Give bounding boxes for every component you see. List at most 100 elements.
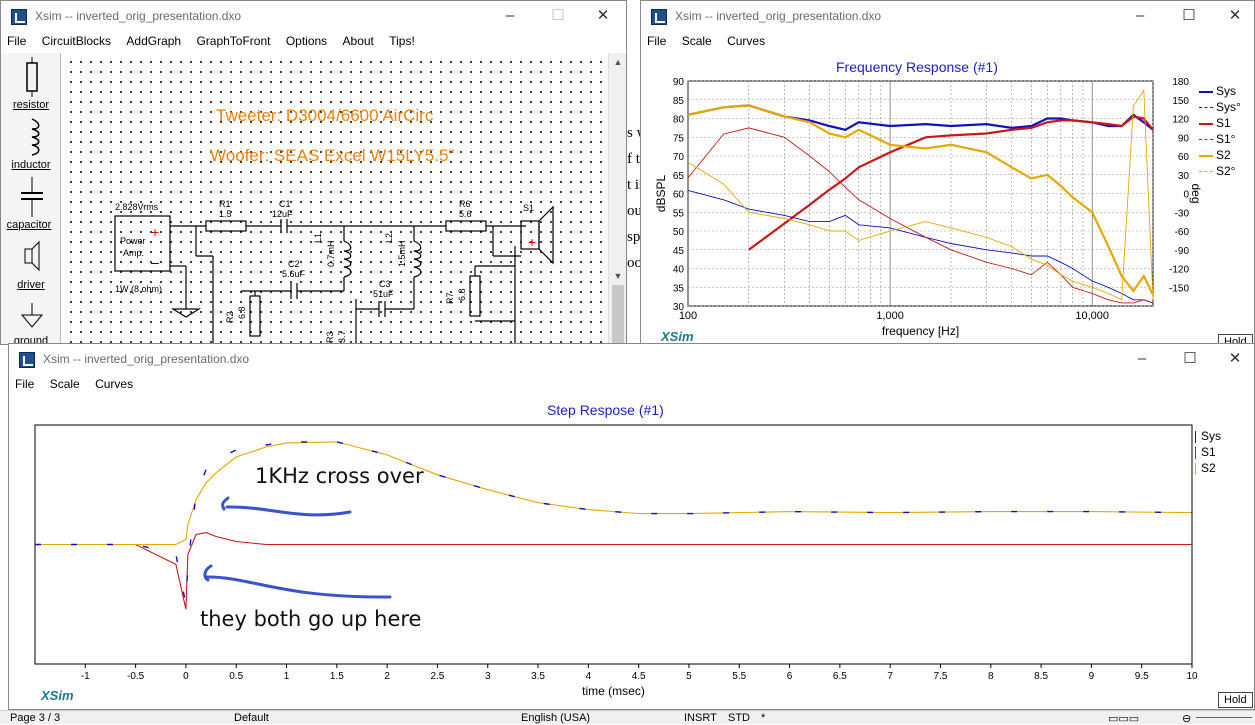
legend-swatch [1199, 154, 1213, 157]
y-tick-label: 55 [673, 208, 685, 219]
menu-curves[interactable]: Curves [95, 377, 134, 391]
ground-palette-item[interactable]: ground [1, 297, 61, 345]
s1-name: S1 [523, 203, 535, 213]
y2-tick-label: -60 [1175, 227, 1190, 238]
legend-item: S2° [1199, 163, 1254, 179]
menu-file[interactable]: File [647, 34, 667, 48]
schematic-menubar: File CircuitBlocks AddGraph GraphToFront… [1, 31, 626, 51]
c3-name: C3 [379, 279, 391, 289]
y-tick-label: 40 [673, 265, 685, 276]
schematic-scrollbar[interactable]: ▲ ▼ [608, 53, 626, 344]
y2-tick-label: -30 [1175, 208, 1190, 219]
close-icon[interactable]: ✕ [1228, 350, 1242, 367]
app-icon [19, 352, 35, 368]
frequency-hold-button[interactable]: Hold [1218, 334, 1253, 344]
y-tick-label: 45 [673, 246, 685, 257]
ground-label: ground [13, 335, 49, 345]
step-hold-button[interactable]: Hold [1218, 692, 1253, 708]
menu-curves[interactable]: Curves [727, 34, 766, 48]
maximize-icon[interactable]: ☐ [551, 7, 565, 24]
doc-fragment: sp [627, 229, 641, 245]
series-line-s1-phase [687, 127, 1154, 304]
y2-tick-label: 30 [1178, 171, 1190, 182]
x-tick-label: 7 [887, 671, 893, 682]
minimize-icon[interactable]: – [505, 7, 515, 24]
frequency-xsim-logo: XSim [661, 329, 694, 344]
legend-swatch [1195, 446, 1196, 459]
minimize-icon[interactable]: – [1137, 350, 1147, 367]
menu-file[interactable]: File [7, 34, 27, 48]
schematic-canvas[interactable] [62, 53, 608, 344]
status-bar: Page 3 / 3 Default English (USA) INSRT S… [0, 710, 1255, 725]
legend-item: Sys [1199, 83, 1254, 99]
driver-palette-item[interactable]: driver [1, 237, 61, 295]
step-window-title: Xsim -- inverted_orig_presentation.dxo [43, 352, 250, 366]
maximize-icon[interactable]: ☐ [1182, 7, 1196, 24]
y2-tick-label: -150 [1169, 283, 1189, 294]
legend-label: S1 [1201, 445, 1216, 459]
x-tick-label: 100 [679, 310, 697, 322]
c1-name: C1 [279, 199, 291, 209]
zoom-slider[interactable] [1196, 717, 1252, 718]
maximize-icon[interactable]: ☐ [1183, 350, 1197, 367]
step-plot-title: Step Respose (#1) [547, 402, 664, 418]
frequency-chart[interactable]: 30 35 40 45 50 55 60 65 70 75 80 85 90 180 150 120 90 60 3… [641, 1, 1255, 345]
source-label-power: Power [120, 236, 146, 246]
menu-circuitblocks[interactable]: CircuitBlocks [41, 34, 112, 48]
x-tick-label: 8.5 [1034, 671, 1048, 682]
legend-label: S1 [1216, 116, 1231, 130]
scroll-thumb[interactable] [612, 285, 624, 344]
r3-value: 3.7 [337, 330, 347, 343]
x-tick-label: 10 [1186, 671, 1198, 682]
scroll-up-icon[interactable]: ▲ [613, 57, 623, 67]
zoom-out-icon[interactable]: ⊖ [1182, 713, 1192, 725]
background-document: s w f th t is ou sp oo [627, 120, 641, 280]
capacitor-palette-item[interactable]: capacitor [1, 177, 61, 235]
legend-swatch [1199, 139, 1213, 141]
l1-value: 0.7mH [326, 240, 336, 267]
source-power: 1W (8 ohm) [115, 284, 163, 294]
r1-name: R1 [219, 199, 231, 209]
inductor-palette-item[interactable]: inductor [1, 117, 61, 175]
series-line-s2 [35, 441, 1193, 546]
view-layout-icon[interactable]: ▭▭▭ [1108, 713, 1140, 725]
x-tick-label: 8 [988, 671, 994, 682]
y2-tick-label: -90 [1175, 246, 1190, 257]
x-tick-label: 9 [1089, 671, 1095, 682]
scroll-down-icon[interactable]: ▼ [613, 271, 623, 281]
resistor-palette-item[interactable]: resistor [1, 57, 61, 115]
driver-icon [24, 240, 40, 272]
crossover-annotation: 1KHz cross over [255, 464, 424, 488]
menu-addgraph[interactable]: AddGraph [126, 34, 182, 48]
menu-scale[interactable]: Scale [49, 377, 80, 391]
r7-name: R7 [445, 292, 455, 304]
x-tick-label: 4 [586, 671, 592, 682]
resistor-label: resistor [12, 99, 50, 111]
menu-options[interactable]: Options [285, 34, 328, 48]
legend-item: S1° [1199, 131, 1254, 147]
close-icon[interactable]: ✕ [1228, 7, 1242, 24]
legend-label: Sys [1201, 429, 1222, 443]
r2-value: 6.8 [237, 306, 247, 319]
legend-swatch [1199, 90, 1213, 93]
close-icon[interactable]: ✕ [596, 7, 610, 24]
menu-file[interactable]: File [15, 377, 35, 391]
minimize-icon[interactable]: – [1135, 7, 1145, 24]
r3-name: R3 [325, 331, 335, 343]
frequency-window: Xsim -- inverted_orig_presentation.dxo –… [640, 0, 1255, 345]
step-chart[interactable]: -1 -0.5 0 0.5 1 1.5 2 2.5 3 3.5 4 4.5 5 5.5 6 6.5 7 7.5 8 8… [9, 344, 1255, 710]
x-tick-label: 1 [284, 671, 290, 682]
component-palette: resistor inductor capacitor driver groun… [1, 53, 61, 345]
menu-graphtofront[interactable]: GraphToFront [196, 34, 271, 48]
l2-name: L2 [384, 232, 394, 243]
menu-about[interactable]: About [342, 34, 374, 48]
x-tick-label: 5 [686, 671, 692, 682]
doc-fragment: oo [627, 255, 641, 271]
c2-name: C2 [288, 259, 300, 269]
y-tick-label: 90 [673, 77, 685, 88]
menu-tips[interactable]: Tips! [389, 34, 415, 48]
x-tick-label: 1,000 [876, 310, 904, 322]
step-window: Xsim -- inverted_orig_presentation.dxo –… [8, 343, 1255, 710]
menu-scale[interactable]: Scale [681, 34, 712, 48]
status-star: * [761, 712, 766, 724]
